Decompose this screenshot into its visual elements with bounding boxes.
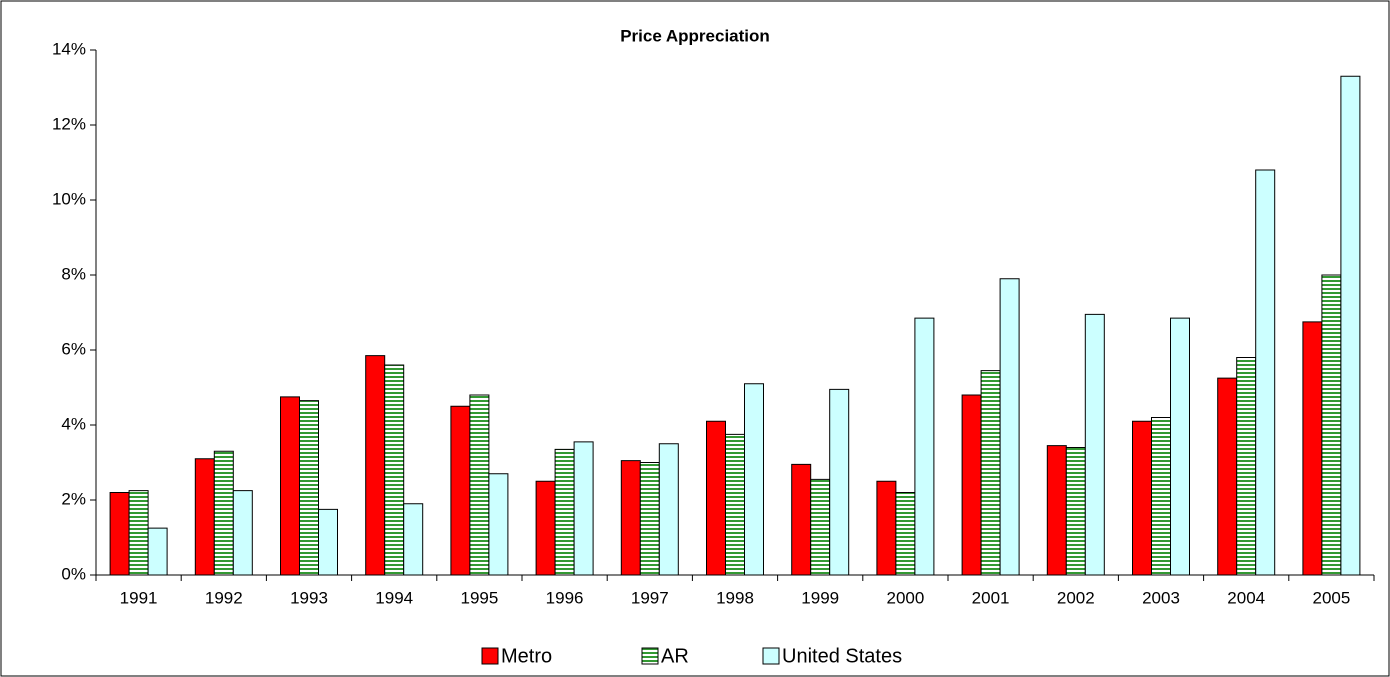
legend-swatch xyxy=(481,647,499,665)
bar xyxy=(1217,377,1238,576)
x-tick-label: 2001 xyxy=(972,588,1010,607)
legend-swatch xyxy=(762,647,780,665)
bar xyxy=(791,463,812,576)
bar xyxy=(1065,447,1086,576)
legend: Metro AR United States xyxy=(481,645,902,667)
bar xyxy=(365,355,386,576)
bar xyxy=(147,527,168,576)
x-tick-label: 1997 xyxy=(631,588,669,607)
bar xyxy=(450,405,471,576)
bar xyxy=(1084,313,1105,576)
x-tick-label: 2003 xyxy=(1142,588,1180,607)
x-tick-label: 1992 xyxy=(205,588,243,607)
x-tick-label: 2004 xyxy=(1227,588,1265,607)
bar xyxy=(1255,169,1276,576)
bar xyxy=(980,370,1001,576)
x-tick-label: 1993 xyxy=(290,588,328,607)
bar xyxy=(299,400,319,576)
x-tick-label: 1998 xyxy=(716,588,754,607)
bar xyxy=(706,420,726,576)
bar xyxy=(384,364,405,576)
y-tick-label: 2% xyxy=(61,489,86,508)
legend-label: AR xyxy=(661,645,689,667)
legend-label: United States xyxy=(782,645,902,667)
bar xyxy=(725,433,745,576)
x-tick-label: 1994 xyxy=(375,588,413,607)
x-tick-label: 2002 xyxy=(1057,588,1095,607)
y-tick-label: 4% xyxy=(61,414,86,433)
bar xyxy=(829,388,850,576)
bar xyxy=(810,478,831,576)
bar xyxy=(318,508,338,576)
x-tick-label: 2005 xyxy=(1312,588,1350,607)
bar xyxy=(1340,75,1361,576)
bar xyxy=(914,317,935,576)
chart-title: Price Appreciation xyxy=(620,26,770,45)
bar xyxy=(639,462,660,576)
bar xyxy=(109,492,130,576)
y-tick-label: 8% xyxy=(61,264,86,283)
bar xyxy=(535,480,556,576)
y-tick-label: 0% xyxy=(61,564,86,583)
bar xyxy=(1132,420,1152,576)
bar xyxy=(403,503,424,576)
bar xyxy=(1321,274,1342,576)
bar xyxy=(128,490,149,576)
bar xyxy=(232,490,253,576)
bar xyxy=(1236,357,1257,576)
bar xyxy=(280,396,300,576)
y-tick-label: 12% xyxy=(52,114,86,133)
y-tick-label: 6% xyxy=(61,339,86,358)
y-tick-label: 10% xyxy=(52,189,86,208)
bar xyxy=(213,450,234,576)
bar xyxy=(573,441,594,576)
bar xyxy=(961,394,982,576)
bar xyxy=(488,473,509,576)
bar xyxy=(999,278,1020,576)
x-tick-label: 1991 xyxy=(120,588,158,607)
bar xyxy=(1046,445,1067,576)
y-tick-label: 14% xyxy=(52,39,86,58)
bar xyxy=(620,460,641,576)
bar xyxy=(1302,321,1323,576)
bar xyxy=(194,458,215,576)
bar xyxy=(1170,317,1190,576)
bar xyxy=(876,480,897,576)
bar xyxy=(895,492,916,576)
legend-swatch xyxy=(641,647,659,665)
bar xyxy=(469,394,490,576)
legend-label: Metro xyxy=(501,645,552,667)
bar xyxy=(658,443,679,576)
x-tick-label: 2000 xyxy=(886,588,924,607)
bar xyxy=(1151,417,1171,576)
x-tick-label: 1999 xyxy=(801,588,839,607)
x-tick-label: 1996 xyxy=(546,588,584,607)
x-tick-label: 1995 xyxy=(460,588,498,607)
bar xyxy=(744,383,764,576)
bar xyxy=(554,448,575,576)
